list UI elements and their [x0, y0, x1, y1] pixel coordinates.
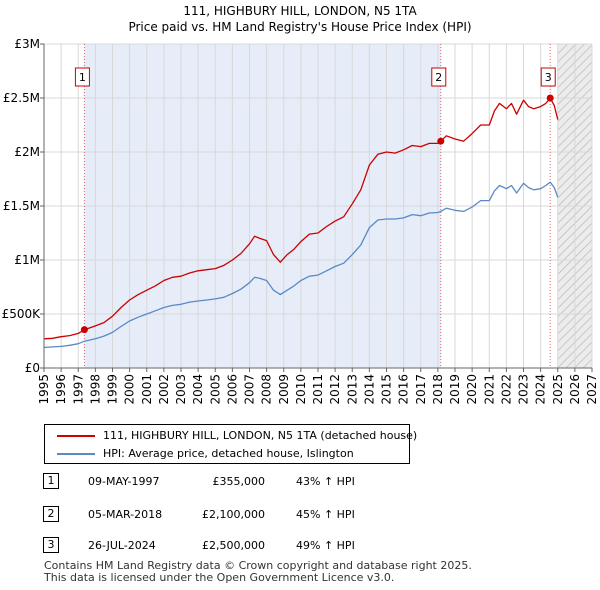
chart-subtitle: Price paid vs. HM Land Registry's House …	[128, 20, 471, 34]
transaction-date: 09-MAY-1997	[88, 475, 160, 488]
x-tick-label: 1997	[71, 374, 85, 405]
legend-swatch-property	[57, 435, 95, 437]
x-tick-label: 1995	[37, 374, 51, 405]
y-tick-label: £500K	[2, 307, 42, 321]
x-tick-label: 2010	[294, 374, 308, 405]
x-tick-label: 1998	[88, 374, 102, 405]
x-tick-label: 2006	[225, 374, 239, 405]
x-tick-label: 2001	[140, 374, 154, 405]
y-tick-label: £2.5M	[3, 91, 40, 105]
x-tick-label: 1999	[106, 374, 120, 405]
transaction-number: 3	[43, 537, 59, 553]
transaction-price: £2,500,000	[202, 539, 265, 552]
x-tick-label: 2013	[345, 374, 359, 405]
legend: 111, HIGHBURY HILL, LONDON, N5 1TA (deta…	[44, 424, 417, 464]
chart: 111, HIGHBURY HILL, LONDON, N5 1TA Price…	[2, 4, 599, 405]
transaction-date: 05-MAR-2018	[88, 508, 163, 521]
x-tick-label: 2015	[380, 374, 394, 405]
x-tick-label: 2024	[534, 374, 548, 405]
x-tick-label: 2027	[585, 374, 599, 405]
x-tick-label: 2009	[277, 374, 291, 405]
x-tick-label: 2017	[414, 374, 428, 405]
legend-swatch-hpi	[57, 453, 95, 455]
transaction-price: £355,000	[212, 475, 266, 488]
x-tick-label: 2005	[208, 374, 222, 405]
transaction-row: 1 09-MAY-1997 £355,000 43% ↑ HPI	[0, 472, 600, 492]
transaction-date: 26-JUL-2024	[88, 539, 156, 552]
transaction-label-text: 2	[435, 71, 442, 84]
series-lines	[43, 97, 559, 349]
legend-label-property: 111, HIGHBURY HILL, LONDON, N5 1TA (deta…	[103, 429, 418, 442]
x-tick-label: 2002	[157, 374, 171, 405]
transaction-row: 2 05-MAR-2018 £2,100,000 45% ↑ HPI	[0, 505, 600, 525]
x-tick-label: 2014	[362, 374, 376, 405]
legend-label-hpi: HPI: Average price, detached house, Isli…	[103, 447, 354, 460]
x-tick-label: 2008	[260, 374, 274, 405]
x-tick-label: 2012	[328, 374, 342, 405]
x-tick-label: 2003	[174, 374, 188, 405]
x-tick-label: 2022	[499, 374, 513, 405]
transaction-row: 3 26-JUL-2024 £2,500,000 49% ↑ HPI	[0, 536, 600, 556]
transaction-labels: 1 2 3	[74, 67, 556, 87]
footer-line: Contains HM Land Registry data © Crown c…	[44, 559, 472, 572]
y-tick-label: £0	[25, 361, 40, 375]
chart-title: 111, HIGHBURY HILL, LONDON, N5 1TA	[183, 4, 417, 18]
transaction-number: 2	[43, 506, 59, 522]
transaction-hpi: 43% ↑ HPI	[296, 475, 355, 488]
x-tick-labels: 1995 1996 1997 1998 1999 2000 2001 2002 2003 2004…	[37, 368, 599, 405]
y-tick-label: £1.5M	[3, 199, 40, 213]
x-tick-label: 2025	[551, 374, 565, 405]
x-tick-label: 2004	[191, 374, 205, 405]
series-line-property	[43, 97, 559, 340]
transaction-label-box	[431, 67, 447, 87]
x-tick-label: 2026	[568, 374, 582, 405]
x-tick-label: 2020	[465, 374, 479, 405]
transaction-label-text: 1	[79, 71, 86, 84]
y-tick-labels: £0 £500K £1M £1.5M £2M £2.5M £3M	[2, 37, 44, 375]
transaction-points	[80, 94, 554, 334]
x-tick-label: 2000	[123, 374, 137, 405]
transaction-label-box	[74, 67, 90, 87]
transaction-label-text: 3	[545, 71, 552, 84]
footer-line: This data is licensed under the Open Gov…	[44, 571, 395, 584]
transaction-point	[437, 137, 445, 145]
y-tick-label: £1M	[14, 253, 40, 267]
x-tick-label: 2021	[482, 374, 496, 405]
transaction-point	[546, 94, 554, 102]
series-line-hpi	[43, 181, 559, 349]
transaction-label-box	[540, 67, 556, 87]
transaction-hpi: 45% ↑ HPI	[296, 508, 355, 521]
transaction-point	[80, 326, 88, 334]
y-tick-label: £3M	[14, 37, 40, 51]
x-tick-label: 2016	[397, 374, 411, 405]
x-tick-label: 2011	[311, 374, 325, 405]
transaction-price: £2,100,000	[202, 508, 265, 521]
transaction-hpi: 49% ↑ HPI	[296, 539, 355, 552]
transaction-number: 1	[43, 473, 59, 489]
x-tick-label: 2007	[243, 374, 257, 405]
x-tick-label: 1996	[54, 374, 68, 405]
x-tick-label: 2019	[448, 374, 462, 405]
footer-attribution: Contains HM Land Registry data © Crown c…	[44, 560, 472, 584]
y-tick-label: £2M	[14, 145, 40, 159]
x-tick-label: 2018	[431, 374, 445, 405]
x-tick-label: 2023	[517, 374, 531, 405]
